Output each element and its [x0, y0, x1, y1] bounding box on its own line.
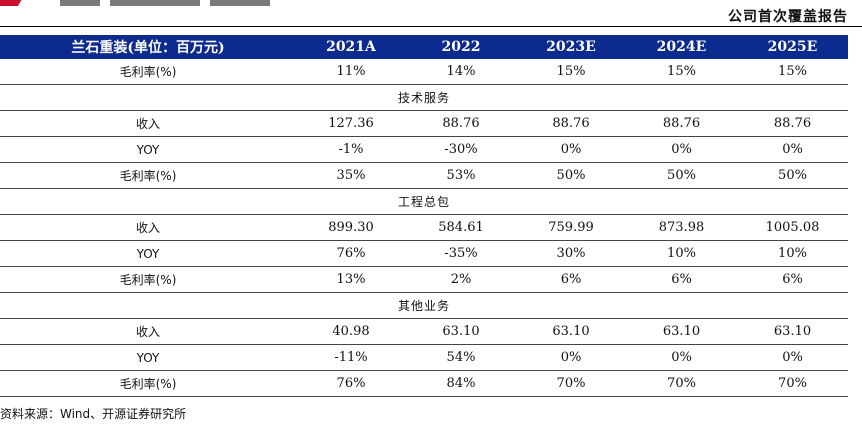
table-cell: 0%: [737, 344, 848, 371]
table-cell: 50%: [626, 162, 737, 189]
table-cell: 70%: [737, 370, 848, 397]
table-cell: 15%: [737, 59, 848, 85]
table-cell: 759.99: [516, 214, 626, 241]
table-cell: 88.76: [516, 110, 626, 137]
brand-logo: [0, 0, 300, 6]
financial-forecast-table: 兰石重装(单位：百万元) 2021A 2022 2023E 2024E 2025…: [0, 35, 848, 397]
section-header-row: 技术服务: [0, 84, 848, 111]
table-cell: 13%: [296, 266, 406, 293]
table-row: YOY -1% -30% 0% 0% 0%: [0, 136, 848, 163]
table-cell: 70%: [516, 370, 626, 397]
table-row: 毛利率(%) 35% 53% 50% 50% 50%: [0, 162, 848, 189]
table-cell: 15%: [516, 59, 626, 85]
table-cell: 584.61: [406, 214, 516, 241]
section-header-row: 工程总包: [0, 188, 848, 215]
table-cell: 54%: [406, 344, 516, 371]
row-label: 收入: [0, 110, 296, 137]
table-cell: 88.76: [626, 110, 737, 137]
table-row: 毛利率(%) 76% 84% 70% 70% 70%: [0, 370, 848, 397]
table-cell: 63.10: [516, 318, 626, 345]
table-row: 收入 899.30 584.61 759.99 873.98 1005.08: [0, 214, 848, 241]
section-title: 技术服务: [0, 84, 848, 111]
table-cell: 50%: [737, 162, 848, 189]
table-row: 毛利率(%) 11% 14% 15% 15% 15%: [0, 59, 848, 85]
table-cell: 76%: [296, 370, 406, 397]
table-cell: 63.10: [406, 318, 516, 345]
row-label: 毛利率(%): [0, 370, 296, 397]
table-cell: 35%: [296, 162, 406, 189]
table-cell: 0%: [737, 136, 848, 163]
table-cell: 63.10: [737, 318, 848, 345]
table-cell: 0%: [516, 136, 626, 163]
table-cell: 10%: [626, 240, 737, 267]
table-cell: 63.10: [626, 318, 737, 345]
row-label: 毛利率(%): [0, 266, 296, 293]
row-label: 收入: [0, 214, 296, 241]
column-header: 2025E: [737, 35, 848, 59]
section-header-row: 其他业务: [0, 292, 848, 319]
table-cell: 0%: [516, 344, 626, 371]
table-cell: -11%: [296, 344, 406, 371]
table-cell: 6%: [737, 266, 848, 293]
column-header: 2024E: [626, 35, 737, 59]
table-cell: 0%: [626, 344, 737, 371]
row-label: YOY: [0, 240, 296, 267]
table-row: YOY 76% -35% 30% 10% 10%: [0, 240, 848, 267]
table-cell: 14%: [406, 59, 516, 85]
table-cell: 10%: [737, 240, 848, 267]
row-label: 毛利率(%): [0, 162, 296, 189]
table-row: 收入 127.36 88.76 88.76 88.76 88.76: [0, 110, 848, 137]
table-cell: 6%: [626, 266, 737, 293]
table-cell: -30%: [406, 136, 516, 163]
table-cell: 15%: [626, 59, 737, 85]
table-cell: 53%: [406, 162, 516, 189]
table-cell: 50%: [516, 162, 626, 189]
table-cell: 40.98: [296, 318, 406, 345]
section-title: 工程总包: [0, 188, 848, 215]
column-header: 2023E: [516, 35, 626, 59]
header-divider: [0, 26, 862, 27]
table-cell: -35%: [406, 240, 516, 267]
table-cell: 2%: [406, 266, 516, 293]
table-cell: 1005.08: [737, 214, 848, 241]
row-label: 毛利率(%): [0, 59, 296, 85]
table-cell: 0%: [626, 136, 737, 163]
table-cell: 70%: [626, 370, 737, 397]
report-type-label: 公司首次覆盖报告: [728, 9, 848, 25]
table-cell: 88.76: [406, 110, 516, 137]
table-cell: 30%: [516, 240, 626, 267]
column-header: 兰石重装(单位：百万元): [0, 35, 296, 59]
table-row: 毛利率(%) 13% 2% 6% 6% 6%: [0, 266, 848, 293]
table-cell: 6%: [516, 266, 626, 293]
table-cell: 11%: [296, 59, 406, 85]
row-label: YOY: [0, 344, 296, 371]
column-header: 2022: [406, 35, 516, 59]
table-cell: 84%: [406, 370, 516, 397]
data-source-note: 资料来源：Wind、开源证券研究所: [0, 407, 187, 421]
section-title: 其他业务: [0, 292, 848, 319]
table-header-row: 兰石重装(单位：百万元) 2021A 2022 2023E 2024E 2025…: [0, 35, 848, 59]
table-cell: -1%: [296, 136, 406, 163]
row-label: YOY: [0, 136, 296, 163]
table-cell: 127.36: [296, 110, 406, 137]
table-cell: 899.30: [296, 214, 406, 241]
table-cell: 88.76: [737, 110, 848, 137]
table-row: YOY -11% 54% 0% 0% 0%: [0, 344, 848, 371]
table-cell: 76%: [296, 240, 406, 267]
table-row: 收入 40.98 63.10 63.10 63.10 63.10: [0, 318, 848, 345]
table-cell: 873.98: [626, 214, 737, 241]
row-label: 收入: [0, 318, 296, 345]
column-header: 2021A: [296, 35, 406, 59]
